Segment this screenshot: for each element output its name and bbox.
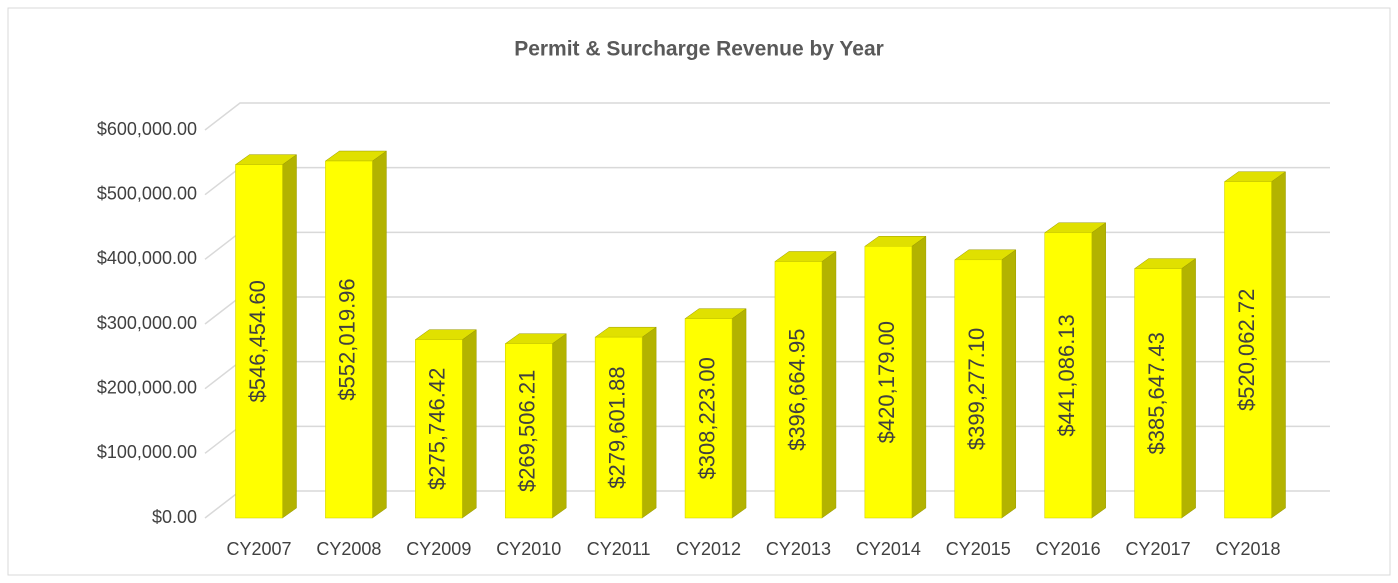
data-label: $275,746.42	[425, 368, 450, 490]
bar	[415, 339, 463, 519]
bar	[504, 343, 553, 519]
x-tick-label: CY2013	[766, 539, 831, 559]
data-label: $279,601.88	[604, 366, 629, 488]
data-label: $441,086.13	[1054, 314, 1079, 436]
bar	[1224, 181, 1272, 519]
data-label: $385,647.43	[1144, 332, 1169, 454]
data-label: $546,454.60	[245, 280, 270, 402]
bar	[235, 164, 283, 519]
x-tick-label: CY2017	[1126, 539, 1191, 559]
x-tick-label: CY2014	[856, 539, 921, 559]
data-label: $420,179.00	[874, 321, 899, 443]
bar-side	[1181, 258, 1196, 519]
y-tick-label: $400,000.00	[97, 248, 197, 268]
x-tick-label: CY2007	[226, 539, 291, 559]
y-tick-label: $0.00	[152, 507, 197, 527]
y-tick-label: $100,000.00	[97, 442, 197, 462]
bar	[1134, 268, 1182, 519]
bar	[325, 160, 373, 519]
x-tick-label: CY2015	[946, 539, 1011, 559]
x-tick-label: CY2018	[1215, 539, 1280, 559]
data-label: $399,277.10	[964, 328, 989, 450]
bar-side	[641, 326, 657, 519]
y-tick-label: $200,000.00	[97, 377, 197, 397]
x-tick-label: CY2010	[496, 539, 561, 559]
bar-side	[462, 329, 477, 519]
bar	[1044, 232, 1092, 519]
bar-side	[1091, 222, 1106, 519]
x-tick-label: CY2008	[316, 539, 381, 559]
x-tick-label: CY2011	[587, 539, 651, 559]
bar-side	[821, 251, 837, 519]
chart-title: Permit & Surcharge Revenue by Year	[514, 38, 884, 61]
x-tick-label: CY2012	[676, 539, 741, 559]
x-tick-label: CY2016	[1036, 539, 1101, 559]
bar-side	[372, 150, 387, 519]
bar	[864, 246, 913, 519]
y-tick-label: $600,000.00	[97, 119, 197, 139]
bar	[954, 259, 1003, 519]
bar-side	[1001, 249, 1017, 519]
y-tick-label: $500,000.00	[97, 183, 197, 203]
x-tick-label: CY2009	[406, 539, 471, 559]
data-label: $552,019.96	[335, 278, 360, 400]
bar	[594, 336, 643, 519]
grid-line	[204, 102, 1330, 131]
data-label: $308,223.00	[694, 357, 719, 479]
bar-side	[731, 308, 747, 519]
bar-side	[282, 154, 297, 519]
bar-side	[1271, 171, 1286, 519]
y-tick-label: $300,000.00	[97, 313, 197, 333]
data-label: $269,506.21	[515, 370, 540, 492]
data-label: $520,062.72	[1234, 289, 1259, 411]
data-label: $396,664.95	[784, 329, 809, 451]
bar	[774, 261, 823, 519]
bar-side	[911, 235, 927, 519]
bar	[684, 318, 733, 519]
bar-side	[551, 333, 567, 519]
